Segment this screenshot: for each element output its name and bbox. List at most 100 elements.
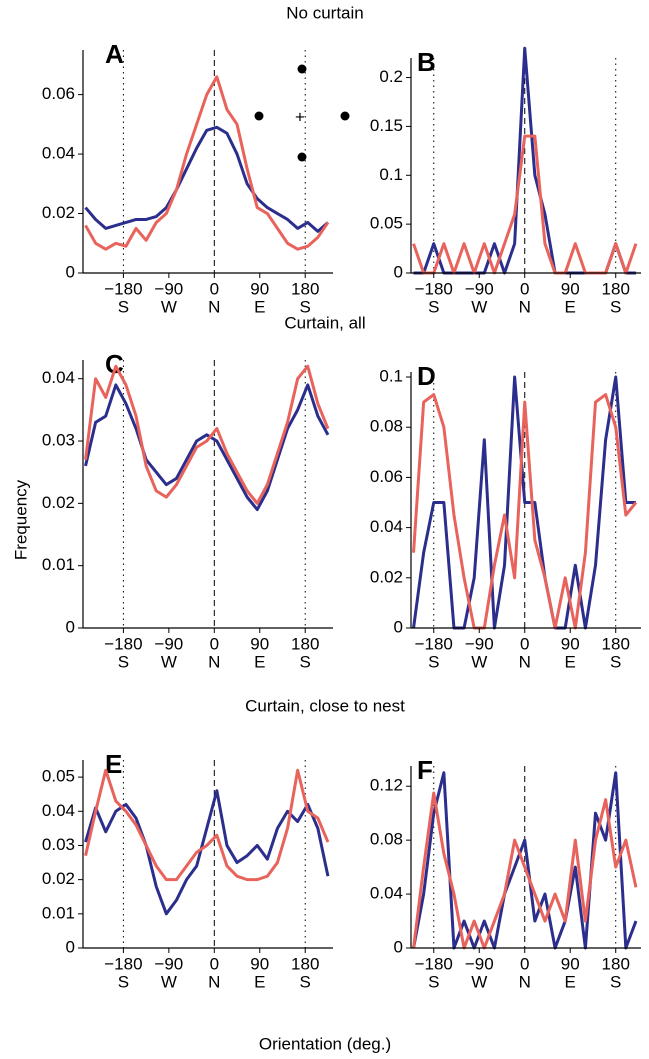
- series-line: [84, 75, 330, 251]
- panel-letter: A: [105, 39, 124, 69]
- y-tick-label: 0.1: [379, 367, 403, 386]
- y-tick-label: 0.06: [42, 84, 75, 103]
- x-tick-label: 90: [250, 279, 269, 298]
- x-tick-label: −180: [415, 279, 453, 298]
- y-axis-label: Frequency: [11, 479, 30, 560]
- x-tick-sublabel: S: [300, 652, 311, 671]
- x-tick-label: −180: [415, 634, 453, 653]
- x-tick-sublabel: N: [519, 652, 531, 671]
- y-tick-label: 0.04: [42, 144, 75, 163]
- x-tick-sublabel: N: [519, 297, 531, 316]
- x-tick-sublabel: S: [428, 972, 439, 991]
- x-tick-label: −90: [154, 634, 183, 653]
- x-tick-label: 0: [520, 634, 529, 653]
- y-tick-label: 0.01: [42, 903, 75, 922]
- inset-dot: [254, 111, 264, 121]
- x-tick-label: −90: [154, 279, 183, 298]
- x-tick-sublabel: N: [208, 652, 220, 671]
- x-tick-sublabel: S: [300, 972, 311, 991]
- x-tick-sublabel: E: [565, 652, 576, 671]
- y-tick-label: 0.05: [42, 767, 75, 786]
- panel-letter: E: [105, 749, 122, 779]
- x-tick-sublabel: W: [471, 297, 487, 316]
- y-tick-label: 0.01: [42, 555, 75, 574]
- y-tick-label: 0.02: [370, 567, 403, 586]
- y-tick-label: 0.02: [42, 493, 75, 512]
- y-tick-label: 0.2: [379, 67, 403, 86]
- x-tick-sublabel: S: [610, 297, 621, 316]
- x-tick-sublabel: S: [118, 297, 129, 316]
- x-tick-sublabel: W: [471, 972, 487, 991]
- y-tick-label: 0: [66, 937, 75, 956]
- inset-dot: [297, 152, 307, 162]
- y-tick-label: 0: [66, 617, 75, 636]
- x-tick-sublabel: S: [300, 297, 311, 316]
- x-tick-sublabel: W: [161, 652, 177, 671]
- y-tick-label: 0.04: [370, 517, 403, 536]
- series-line: [84, 125, 329, 233]
- x-tick-sublabel: S: [610, 652, 621, 671]
- x-tick-label: −90: [465, 279, 494, 298]
- x-tick-label: 0: [210, 954, 219, 973]
- x-tick-sublabel: N: [208, 297, 220, 316]
- x-tick-sublabel: S: [118, 972, 129, 991]
- x-tick-sublabel: N: [519, 972, 531, 991]
- y-tick-label: 0.15: [370, 116, 403, 135]
- inset-dot: [340, 111, 350, 121]
- x-tick-label: 90: [561, 954, 580, 973]
- x-tick-sublabel: E: [565, 297, 576, 316]
- x-tick-label: 90: [250, 634, 269, 653]
- x-tick-label: 0: [210, 634, 219, 653]
- y-tick-label: 0.02: [42, 203, 75, 222]
- x-tick-sublabel: E: [254, 297, 265, 316]
- x-tick-sublabel: E: [254, 652, 265, 671]
- x-tick-label: 180: [291, 954, 319, 973]
- section-title: Curtain, all: [284, 313, 365, 332]
- series-line: [412, 375, 636, 630]
- x-tick-sublabel: S: [428, 297, 439, 316]
- x-tick-label: 90: [250, 954, 269, 973]
- x-tick-label: 180: [291, 279, 319, 298]
- inset-marker: +: [295, 107, 305, 126]
- x-axis-label: Orientation (deg.): [259, 1034, 391, 1053]
- y-tick-label: 0.04: [42, 368, 75, 387]
- series-line: [84, 383, 330, 512]
- x-tick-sublabel: E: [565, 972, 576, 991]
- y-tick-label: 0.03: [42, 835, 75, 854]
- series-line: [84, 789, 330, 916]
- y-tick-label: 0: [394, 262, 403, 281]
- x-tick-label: −180: [104, 634, 142, 653]
- x-tick-label: −90: [465, 634, 494, 653]
- panel-letter: F: [417, 755, 433, 785]
- section-title: Curtain, close to nest: [245, 696, 405, 715]
- x-tick-label: −180: [104, 279, 142, 298]
- x-tick-sublabel: N: [208, 972, 220, 991]
- x-tick-sublabel: W: [161, 972, 177, 991]
- y-tick-label: 0.08: [370, 417, 403, 436]
- x-tick-sublabel: E: [254, 972, 265, 991]
- inset-dot: [297, 64, 307, 74]
- x-tick-label: 90: [561, 279, 580, 298]
- y-tick-label: 0: [394, 937, 403, 956]
- y-tick-label: 0: [66, 262, 75, 281]
- series-line: [84, 364, 330, 505]
- x-tick-label: 0: [520, 279, 529, 298]
- y-tick-label: 0.1: [379, 165, 403, 184]
- panel-letter: D: [417, 361, 436, 391]
- y-tick-label: 0.05: [370, 214, 403, 233]
- y-tick-label: 0.12: [370, 776, 403, 795]
- compass-inset: +: [254, 64, 350, 162]
- x-tick-sublabel: S: [118, 652, 129, 671]
- section-title: No curtain: [286, 3, 363, 22]
- y-tick-label: 0.03: [42, 431, 75, 450]
- x-tick-label: 180: [602, 954, 630, 973]
- x-tick-label: −180: [104, 954, 142, 973]
- x-tick-label: −90: [154, 954, 183, 973]
- series-line: [84, 768, 330, 882]
